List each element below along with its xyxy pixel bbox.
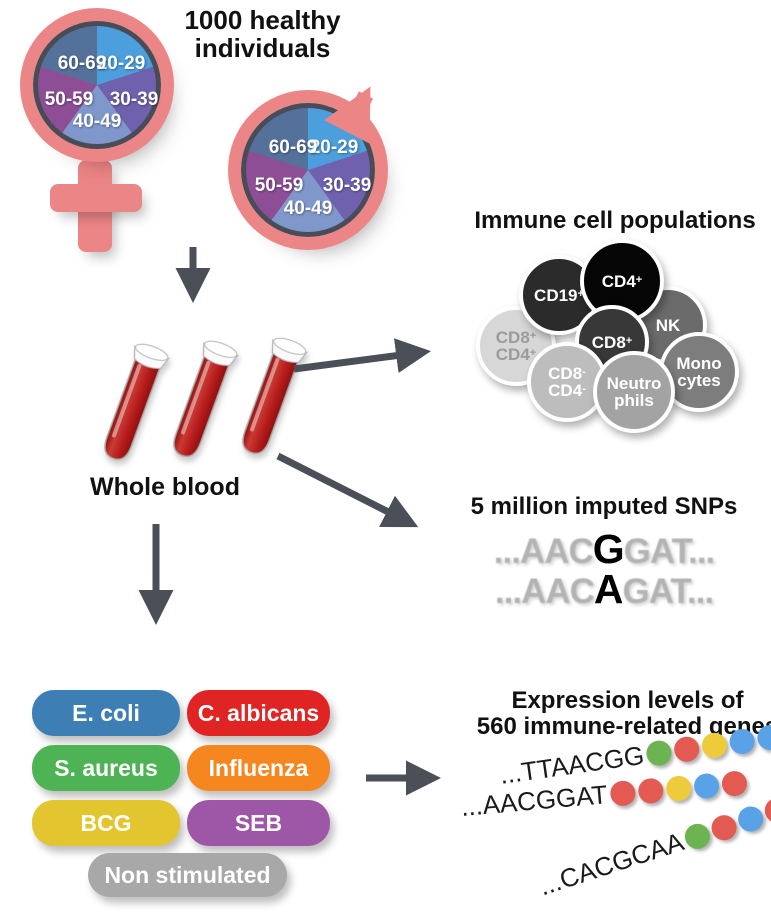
female-age-pie: 20-29 30-39 40-49 50-59 60-69 <box>33 21 161 149</box>
expression-dot-red <box>609 779 637 807</box>
expression-dot-red <box>708 811 741 844</box>
snp-allele-g: G <box>592 526 625 572</box>
stimulus-influenza: Influenza <box>187 745 330 791</box>
stimulus-seb: SEB <box>187 800 330 846</box>
male-age-pie: 20-29 30-39 40-49 50-59 60-69 <box>241 103 375 237</box>
expression-dot-yellow <box>700 731 729 760</box>
expression-dot-red <box>720 770 748 798</box>
blood-tube-1 <box>104 343 170 461</box>
cell-cd8neg-cd4neg: CD8- CD4- <box>527 342 607 422</box>
snp-sequence-alt: ...AACAGAT... <box>494 566 714 612</box>
snp-sequence-ref: ...AACGGAT... <box>493 526 715 572</box>
expression-dot-blue <box>728 727 757 756</box>
page-title: 1000 healthy individuals <box>155 6 370 62</box>
stimulus-calbicans: C. albicans <box>187 690 330 736</box>
pie-label-50-59: 50-59 <box>254 175 304 196</box>
title-line-2: individuals <box>194 33 331 64</box>
stimulus-bcg: BCG <box>32 800 180 846</box>
pie-label-60-69: 60-69 <box>268 137 318 158</box>
pie-label-30-39: 30-39 <box>109 89 159 110</box>
stimulus-saureus: S. aureus <box>32 745 180 791</box>
blood-tubes-illustration <box>104 337 308 461</box>
expression-dot-red <box>637 777 665 805</box>
snp-allele-a: A <box>593 566 624 612</box>
title-line-1: 1000 healthy <box>184 5 341 35</box>
expression-dot-green <box>681 820 714 853</box>
pie-label-40-49: 40-49 <box>283 198 333 219</box>
pie-label-50-59: 50-59 <box>44 89 94 110</box>
expression-dot-blue <box>756 723 771 752</box>
expression-dots-2 <box>607 770 748 807</box>
snp-sequences: ...AACGGAT... ...AACAGAT... <box>448 526 760 612</box>
pie-label-30-39: 30-39 <box>322 175 372 196</box>
blood-tube-2 <box>173 340 239 458</box>
immune-populations-title: Immune cell populations <box>474 207 756 234</box>
snps-title: 5 million imputed SNPs <box>470 493 738 520</box>
expression-dot-red <box>672 735 702 764</box>
whole-blood-label: Whole blood <box>90 473 240 501</box>
cell-neutrophils: Neutro phils <box>593 351 675 433</box>
male-symbol-arrow <box>324 86 374 144</box>
pie-label-60-69: 60-69 <box>57 53 107 74</box>
expression-dot-yellow <box>665 774 693 803</box>
female-cross-bar <box>50 184 142 212</box>
expression-dot-green <box>645 738 674 768</box>
stimulus-nonstimulated: Non stimulated <box>88 853 287 897</box>
pie-label-20-29: 20-29 <box>96 53 146 74</box>
expression-title: Expression levels of 560 immune-related … <box>476 687 771 740</box>
expression-dot-blue <box>692 772 720 800</box>
stimulus-ecoli: E. coli <box>32 690 180 736</box>
pie-label-40-49: 40-49 <box>72 111 122 132</box>
blood-tube-3 <box>242 337 308 455</box>
expression-dot-blue <box>735 803 767 835</box>
